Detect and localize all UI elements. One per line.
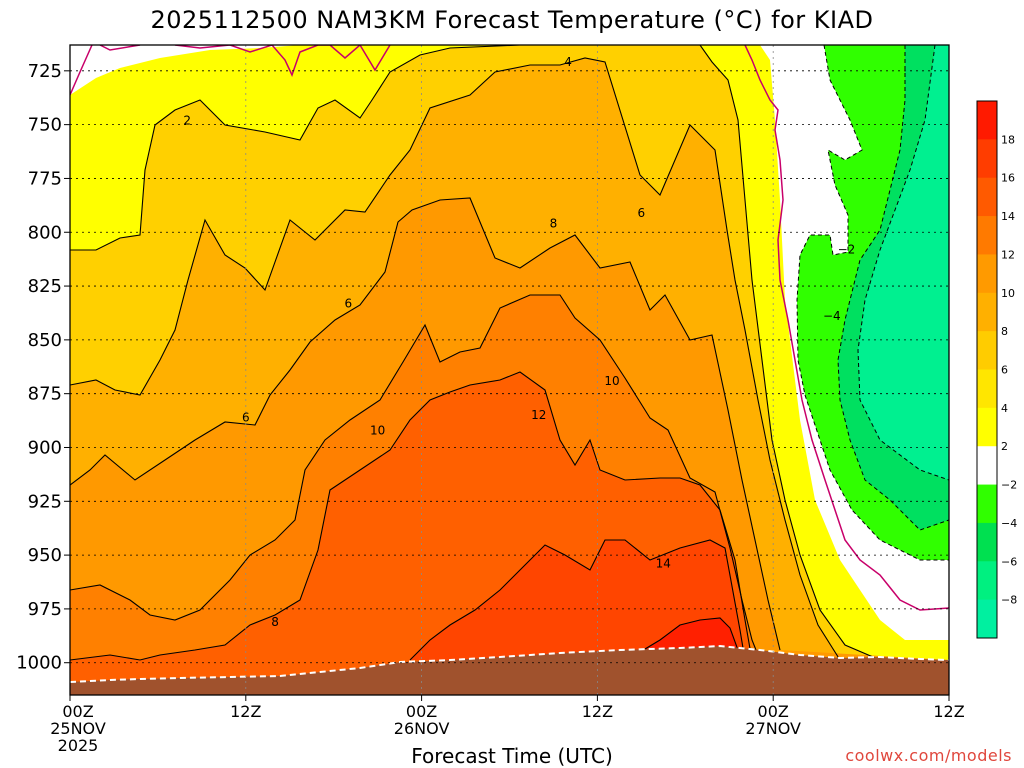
contour-label-1: 4 (564, 55, 572, 69)
y-tick-label-1: 750 (28, 115, 62, 136)
contour-label-2: 6 (638, 206, 646, 220)
colorbar-label-2: 14 (1001, 210, 1015, 223)
x-tick-label-4-1: 27NOV (745, 719, 801, 738)
colorbar-label-1: 16 (1001, 172, 1015, 185)
y-tick-label-7: 900 (28, 437, 62, 458)
x-axis-label: Forecast Time (UTC) (411, 744, 613, 768)
y-tick-label-2: 775 (28, 168, 62, 189)
colorbar-label-12: −8 (1001, 594, 1017, 607)
colorbar-swatch-8 (977, 407, 997, 447)
y-tick-label-8: 925 (28, 491, 62, 512)
colorbar-swatch-5 (977, 292, 997, 332)
colorbar-frame (976, 100, 998, 639)
x-tick-label-2-1: 26NOV (394, 719, 450, 738)
terrain-ground (70, 646, 949, 695)
contour-label-4: 6 (345, 296, 353, 310)
band-minus-6-to-minus-8 (858, 45, 949, 480)
colorbar-swatch-3 (977, 216, 997, 255)
x-tick-label-4-0: 00Z (758, 702, 789, 721)
y-tick-label-0: 725 (28, 61, 62, 82)
colorbar-swatch-12 (977, 561, 997, 601)
x-tick-label-0-1: 25NOV (50, 719, 106, 738)
colorbar-swatch-9 (977, 446, 997, 486)
colorbar-label-10: −4 (1001, 517, 1017, 530)
y-tick-label-4: 825 (28, 276, 62, 297)
x-tick-label-1-0: 12Z (230, 702, 261, 721)
contour-label-0: 2 (183, 113, 191, 127)
colorbar-label-8: 2 (1001, 440, 1008, 453)
x-tick-label-2-0: 00Z (406, 702, 437, 721)
temperature-fill-layers (70, 45, 949, 695)
freezing-line (70, 45, 949, 611)
colorbar-swatch-1 (977, 139, 997, 179)
colorbar-label-11: −6 (1001, 555, 1017, 568)
colorbar-label-7: 4 (1001, 402, 1008, 415)
plot-frame (69, 44, 950, 696)
contour-labels: 2 4 6 8 6 10 12 6 10 14 8 −2 −4 (183, 55, 855, 629)
x-tick-label-3-0: 12Z (582, 702, 613, 721)
colorbar-label-0: 18 (1001, 133, 1015, 146)
chart-title: 2025112500 NAM3KM Forecast Temperature (… (150, 6, 874, 34)
contour-label-7: 6 (242, 410, 250, 424)
colorbar-swatch-2 (977, 177, 997, 217)
y-tick-label-9: 950 (28, 545, 62, 566)
y-tick-label-10: 975 (28, 599, 62, 620)
band-14-to-16 (410, 540, 745, 660)
colorbar-swatch-4 (977, 254, 997, 294)
colorbar: 18 16 14 12 10 8 6 4 2 −2 −4 −6 −8 (976, 100, 1017, 639)
y-tick-label-11: 1000 (16, 653, 62, 674)
colorbar-swatch-0 (977, 101, 997, 140)
contour-label-10: 8 (271, 615, 279, 629)
contour-label-9: 14 (656, 557, 671, 571)
x-tick-label-5-0: 12Z (933, 702, 964, 721)
colorbar-swatch-10 (977, 484, 997, 524)
colorbar-swatch-6 (977, 331, 997, 370)
colorbar-label-5: 8 (1001, 325, 1008, 338)
colorbar-label-6: 6 (1001, 364, 1008, 377)
y-tick-label-5: 850 (28, 330, 62, 351)
y-tick-label-6: 875 (28, 384, 62, 405)
grid (70, 45, 949, 695)
contour-label-3: 8 (550, 217, 558, 231)
x-tick-label-0-2: 2025 (58, 736, 99, 755)
contour-label-8: 10 (370, 423, 385, 437)
credit-text[interactable]: coolwx.com/models (845, 746, 1012, 765)
colorbar-swatch-7 (977, 369, 997, 409)
colorbar-label-4: 10 (1001, 287, 1015, 300)
y-axis: 725 750 775 800 825 850 875 900 925 950 975 1000 (16, 61, 70, 674)
contour-label-6: 12 (531, 408, 546, 422)
colorbar-swatch-13 (977, 599, 997, 639)
y-tick-label-3: 800 (28, 222, 62, 243)
contour-label-12: −4 (823, 309, 841, 323)
colorbar-label-3: 12 (1001, 248, 1015, 261)
colorbar-label-9: −2 (1001, 479, 1017, 492)
contour-label-5: 10 (604, 374, 619, 388)
contour-label-11: −2 (838, 242, 856, 256)
colorbar-swatch-11 (977, 522, 997, 562)
x-tick-label-0-0: 00Z (62, 702, 93, 721)
